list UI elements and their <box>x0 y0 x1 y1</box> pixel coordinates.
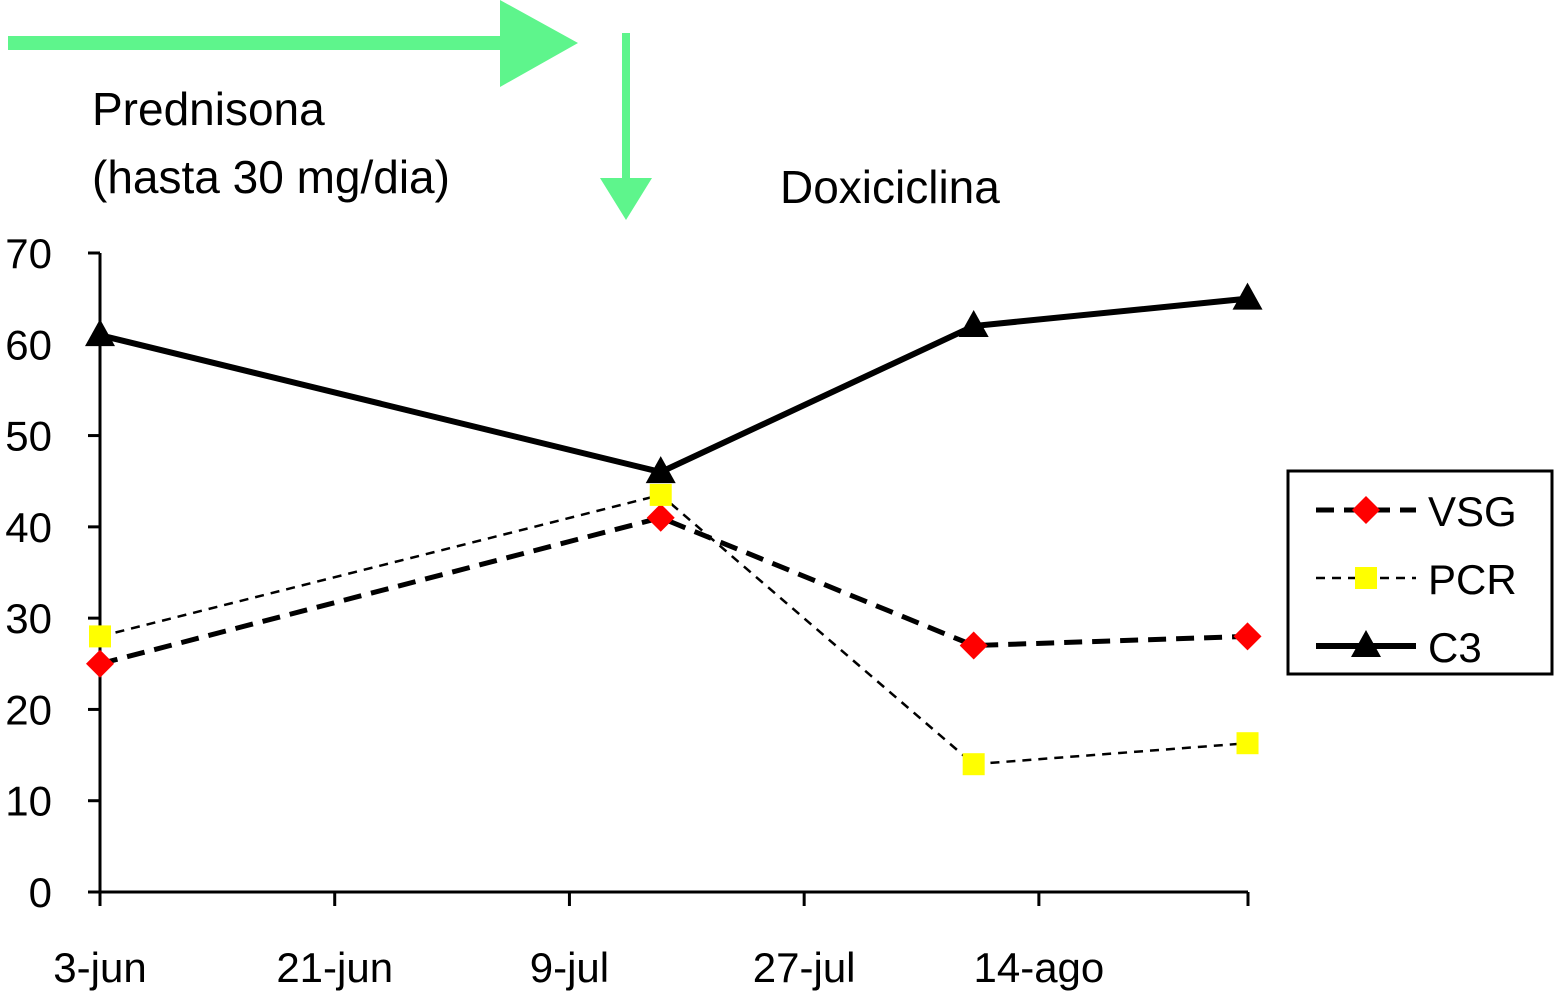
data-point <box>645 456 676 484</box>
legend-label: VSG <box>1428 488 1517 535</box>
prednisona-label: Prednisona <box>92 83 325 135</box>
y-tick-label: 0 <box>29 869 52 916</box>
data-point <box>1236 732 1259 755</box>
data-point <box>649 483 672 506</box>
legend-label: C3 <box>1428 624 1482 671</box>
y-tick-label: 20 <box>5 686 52 733</box>
prednisona-arrow <box>8 0 578 87</box>
y-tick-label: 10 <box>5 778 52 825</box>
y-tick-label: 50 <box>5 413 52 460</box>
legend-label: PCR <box>1428 556 1517 603</box>
data-point <box>89 625 111 648</box>
y-tick-label: 60 <box>5 321 52 368</box>
prednisona-dose-label: (hasta 30 mg/dia) <box>92 151 450 203</box>
annotations: Prednisona (hasta 30 mg/dia) Doxiciclina <box>8 0 1000 220</box>
plot-area <box>85 282 1263 776</box>
series-line <box>99 493 1248 766</box>
x-tick-label: 9-jul <box>530 944 609 991</box>
legend-marker <box>1351 630 1381 657</box>
data-point <box>959 631 988 660</box>
legend: VSG PCR C3 <box>1286 469 1554 676</box>
series-vsg <box>86 503 1262 678</box>
axes: 0 10 20 30 40 50 60 70 3-jun 21-jun 9-jul 27-jul 14-… <box>5 230 1250 991</box>
data-point <box>85 319 115 347</box>
data-point <box>962 753 985 776</box>
data-point <box>86 649 114 678</box>
legend-box <box>1286 469 1554 676</box>
series-line <box>99 295 1248 476</box>
data-point <box>1232 282 1263 310</box>
legend-marker <box>1352 496 1380 524</box>
x-tick-label: 3-jun <box>53 944 146 991</box>
legend-item-c3: C3 <box>1316 624 1482 671</box>
legend-item-pcr: PCR <box>1316 556 1517 603</box>
data-point <box>1233 622 1262 651</box>
x-tick-label: 14-ago <box>973 944 1104 991</box>
doxiciclina-arrow <box>600 33 652 220</box>
series-line <box>99 515 1248 667</box>
doxiciclina-label: Doxiciclina <box>780 161 1000 213</box>
x-tick-label: 21-jun <box>276 944 393 991</box>
y-tick-label: 30 <box>5 595 52 642</box>
series-pcr <box>89 483 1259 776</box>
y-tick-label: 70 <box>5 230 52 277</box>
data-point <box>646 503 675 532</box>
legend-item-vsg: VSG <box>1316 488 1517 535</box>
y-tick-label: 40 <box>5 504 52 551</box>
data-point <box>958 310 989 338</box>
x-tick-label: 27-jul <box>753 944 856 991</box>
series-c3 <box>85 282 1263 484</box>
legend-marker <box>1355 567 1377 589</box>
